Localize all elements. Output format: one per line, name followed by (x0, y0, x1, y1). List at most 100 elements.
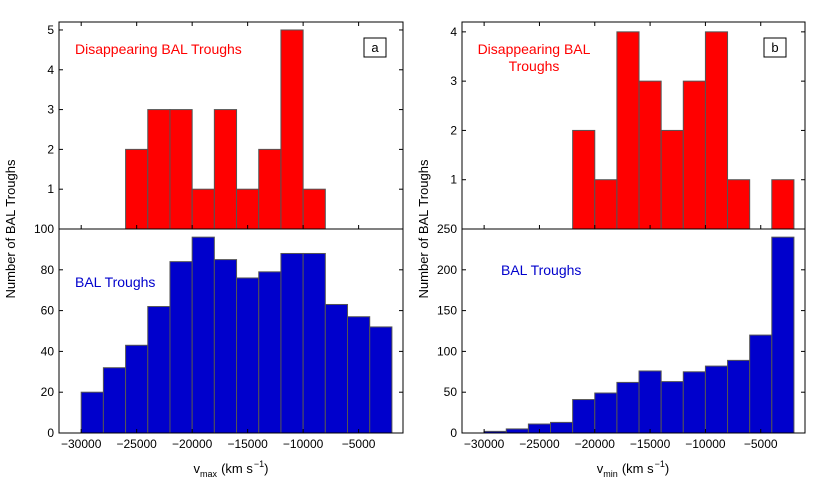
panel-b-bottom-bar (638, 370, 662, 434)
panel-a-xtick-label: −20000 (172, 437, 213, 451)
panel-a-top-bar (258, 148, 282, 230)
panel-b-top-ytick-label: 1 (450, 173, 457, 187)
panel-b-bottom-ytick-label: 50 (444, 385, 458, 399)
panel-a-top-bar (191, 188, 215, 230)
panel-a-xtick-label: −15000 (227, 437, 268, 451)
panel-b-bottom-bar (594, 392, 618, 434)
panel-a-top-ytick-label: 5 (47, 23, 54, 37)
panel-a-top-bar (147, 109, 171, 230)
panel-a-bottom-bar (191, 236, 215, 434)
panel-b-top-bar (594, 179, 618, 230)
panel-a-bottom-bar (147, 306, 171, 434)
panel-a-letter: a (371, 40, 379, 55)
panel-b-ylabel: Number of BAL Troughs (416, 159, 431, 298)
panel-b-xtick-label: −5000 (744, 437, 778, 451)
panel-b-bottom-ytick-label: 0 (450, 426, 457, 440)
panel-b-bottom-ytick-label: 150 (437, 304, 457, 318)
panel-a-xlabel-close: ) (264, 461, 268, 476)
panel-b-top-annotation-line1: Disappearing BAL (478, 41, 591, 57)
panel-b-top-bar (616, 31, 640, 230)
panel-a-bottom-annotation: BAL Troughs (75, 274, 155, 290)
panel-b-xlabel-main: v (597, 461, 604, 476)
panel-a-top-bar (169, 109, 193, 230)
panel-a-top-annotation: Disappearing BAL Troughs (75, 41, 242, 57)
panel-b-xlabel-sup: −1 (655, 459, 665, 469)
panel-a-xlabel-main: v (194, 461, 201, 476)
panel-a-xtick-label: −30000 (61, 437, 102, 451)
panel-a-xtick-label: −25000 (116, 437, 157, 451)
panel-a-bottom-bar (125, 344, 149, 434)
panel-b-bottom-ytick-label: 100 (437, 344, 457, 358)
panel-a-bottom-bar (280, 252, 304, 434)
panel-a-top-bar (236, 188, 260, 230)
panel-b-letter-box (763, 37, 787, 58)
panel-a-bottom-bar (324, 303, 349, 434)
panel-b-top-bar (727, 179, 751, 230)
panel-a-top-ytick-label: 2 (47, 142, 54, 156)
panel-a-top-yticks: 1 2 3 4 5 (47, 23, 403, 196)
panel-b-bottom-bars (483, 236, 795, 434)
panel-a-top-ytick-label: 3 (47, 103, 54, 117)
panel-a-bottom-bar (258, 271, 282, 434)
panel-b-bottom-frame (461, 228, 806, 434)
panel-b-bottom-bar (550, 421, 574, 434)
panel-a-xtick-label: −10000 (283, 437, 324, 451)
panel-b-top-bars (572, 31, 795, 230)
panel-b-top-bar (682, 80, 706, 230)
panel-b-xtick-label: −10000 (685, 437, 726, 451)
panel-b-letter: b (771, 40, 778, 55)
panel-b-top-bar (638, 80, 662, 230)
panel-b-top-ytick-label: 4 (450, 25, 457, 39)
panel-a-bottom-ytick-label: 60 (41, 304, 55, 318)
panel-a-xlabel-unit: (km s (221, 461, 253, 476)
panel-a-bottom-ytick-label: 0 (47, 426, 54, 440)
panel-b-xlabel-close: ) (665, 461, 669, 476)
panel-a-ylabel: Number of BAL Troughs (3, 159, 18, 298)
panel-a-bottom-frame (58, 228, 404, 434)
panel-b-xtick-label: −30000 (464, 437, 505, 451)
panel-b-bottom-bar (771, 236, 795, 434)
panel-a-top-bars (125, 29, 326, 230)
panel-a-bottom-ytick-label: 80 (41, 263, 55, 277)
panel-b-xtick-label: −25000 (519, 437, 560, 451)
panel-b-top-ytick-label: 3 (450, 74, 457, 88)
panel-b-xticks: −30000 −25000 −20000 −15000 −10000 −5000 (464, 22, 778, 451)
panel-b-top-ytick-label: 2 (450, 123, 457, 137)
panel-a-top-bar (302, 188, 326, 230)
panel-a-xtick-label: −5000 (342, 437, 376, 451)
panel-a-bottom-bar (369, 326, 393, 434)
panel-a-bottom-bar (236, 277, 260, 434)
panel-b-xtick-label: −15000 (630, 437, 671, 451)
panel-b-top-yticks: 1 2 3 4 (450, 25, 805, 187)
panel-b-bottom-annotation: BAL Troughs (501, 262, 581, 278)
panel-b-bottom-bar (572, 399, 596, 434)
panel-a-xticks: −30000 −25000 −20000 −15000 −10000 −5000 (61, 22, 376, 451)
panel-a-top-ytick-label: 1 (47, 182, 54, 196)
panel-a-bottom-ytick-label: 40 (41, 344, 55, 358)
panel-a: 1 2 3 4 5 0 20 40 60 80 100 −30000 −25000 −20000 −15… (3, 21, 404, 479)
panel-b-bottom-bar (616, 381, 640, 434)
panel-a-bottom-ytick-label: 20 (41, 385, 55, 399)
panel-a-bottom-ytick-label: 100 (34, 222, 54, 236)
panel-a-top-bar (125, 148, 149, 230)
panel-b-bottom-bar (727, 359, 751, 434)
panel-a-bottom-bar (213, 259, 238, 434)
panel-a-xlabel-sup: −1 (254, 459, 264, 469)
panel-b-xtick-label: −20000 (575, 437, 616, 451)
panel-a-bottom-bars (80, 236, 393, 434)
panel-b-bottom-bar (682, 371, 706, 434)
panel-a-top-bar (213, 109, 238, 230)
panel-a-xlabel: vmax (km s−1) (194, 459, 269, 479)
panel-a-top-bar (280, 29, 304, 230)
panel-b-bottom-ytick-label: 250 (437, 222, 457, 236)
panel-b-top-bar (572, 129, 596, 230)
panel-a-bottom-bar (302, 252, 326, 434)
panel-b-bottom-bar (749, 334, 773, 434)
panel-b-xlabel-sub: min (603, 469, 618, 479)
panel-a-xlabel-sub: max (200, 469, 218, 479)
panel-a-bottom-bar (102, 367, 127, 434)
panel-b-top-bar (771, 179, 795, 230)
panel-a-bottom-bar (169, 261, 193, 434)
panel-a-top-ytick-label: 4 (47, 63, 54, 77)
